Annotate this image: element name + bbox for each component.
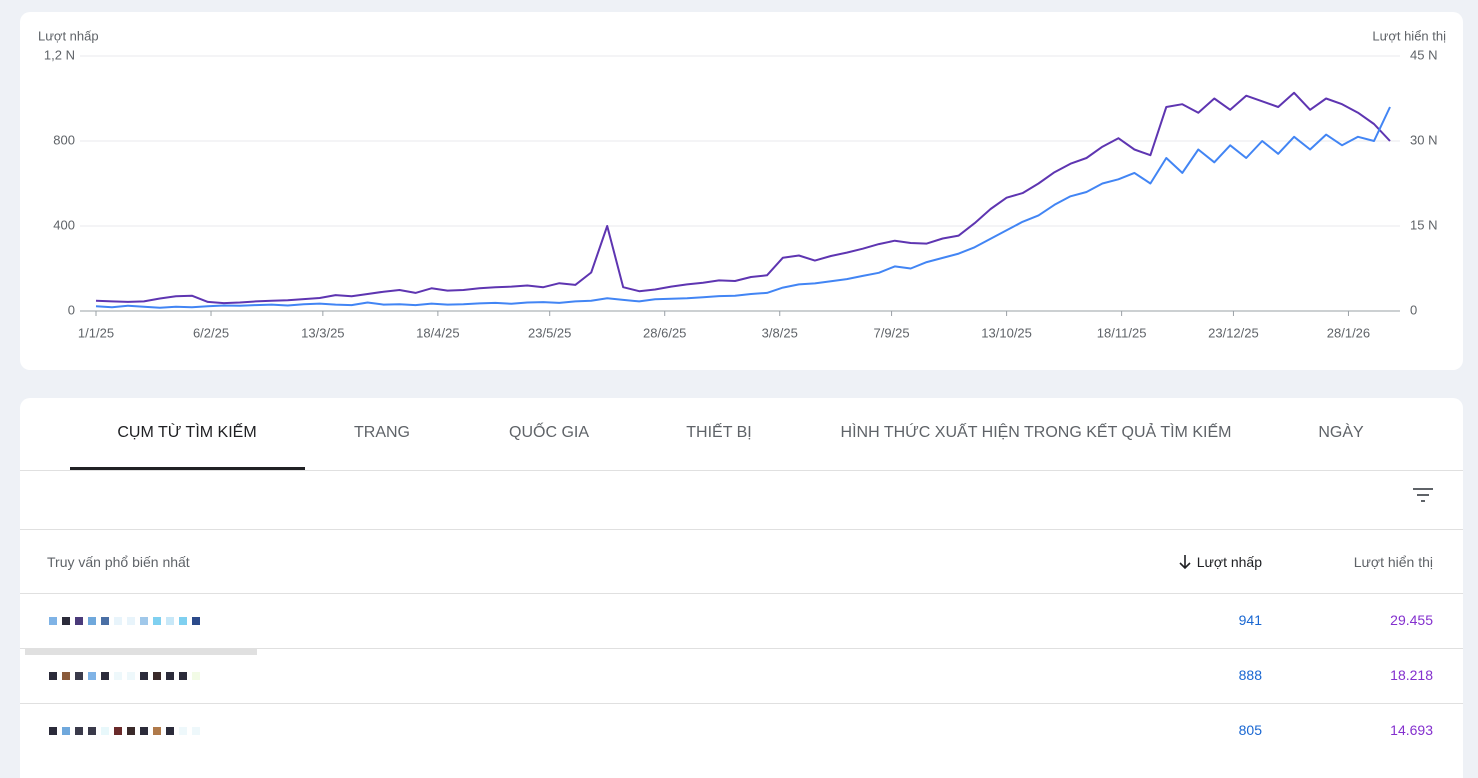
redacted-pixel xyxy=(140,727,148,735)
redacted-pixel xyxy=(62,672,70,680)
redacted-pixel xyxy=(153,672,161,680)
tab[interactable]: THIẾT BỊ xyxy=(686,424,752,441)
redacted-pixel xyxy=(166,672,174,680)
divider xyxy=(20,470,1463,471)
x-tick-label: 18/4/25 xyxy=(416,325,459,340)
x-tick-label: 1/1/25 xyxy=(78,325,114,340)
clicks-cell: 941 xyxy=(1238,612,1262,628)
series-line xyxy=(95,106,1391,309)
x-tick-label: 23/5/25 xyxy=(528,325,571,340)
divider xyxy=(20,648,1463,649)
left-tick-label: 800 xyxy=(53,132,75,147)
y2-axis-title: Lượt hiển thị xyxy=(1372,28,1446,43)
redacted-pixel xyxy=(114,617,122,625)
tab[interactable]: NGÀY xyxy=(1318,424,1364,441)
blur-artifact xyxy=(25,648,257,655)
impressions-cell: 18.218 xyxy=(1390,667,1433,683)
x-tick-label: 18/11/25 xyxy=(1097,325,1147,340)
filter-icon[interactable] xyxy=(1411,484,1435,508)
right-tick-label: 15 N xyxy=(1410,217,1437,232)
left-tick-label: 400 xyxy=(53,217,75,232)
redacted-pixel xyxy=(127,672,135,680)
clicks-cell: 888 xyxy=(1238,667,1262,683)
table-card xyxy=(20,398,1463,778)
redacted-pixel xyxy=(49,617,57,625)
redacted-pixel xyxy=(101,617,109,625)
column-header[interactable]: Lượt nhấp xyxy=(1196,554,1262,570)
impressions-cell: 29.455 xyxy=(1390,612,1433,628)
redacted-pixel xyxy=(101,727,109,735)
x-tick-label: 28/6/25 xyxy=(643,325,686,340)
left-tick-label: 0 xyxy=(68,302,75,317)
redacted-pixel xyxy=(101,672,109,680)
right-tick-label: 45 N xyxy=(1410,47,1437,62)
redacted-pixel xyxy=(179,727,187,735)
tab[interactable]: HÌNH THỨC XUẤT HIỆN TRONG KẾT QUẢ TÌM KI… xyxy=(840,424,1232,441)
divider xyxy=(20,529,1463,530)
x-tick-label: 23/12/25 xyxy=(1208,325,1259,340)
redacted-pixel xyxy=(75,617,83,625)
redacted-pixel xyxy=(75,727,83,735)
redacted-pixel xyxy=(140,672,148,680)
tab[interactable]: QUỐC GIA xyxy=(508,424,590,441)
tab[interactable]: CỤM TỪ TÌM KIẾM xyxy=(117,424,257,441)
x-tick-label: 6/2/25 xyxy=(193,325,229,340)
page: Lượt nhấp Lượt hiển thị 0 400 800 1,2 N 0 15 … xyxy=(20,12,1463,778)
redacted-pixel xyxy=(127,727,135,735)
redacted-pixel xyxy=(166,617,174,625)
right-tick-label: 0 xyxy=(1410,302,1417,317)
redacted-pixel xyxy=(62,727,70,735)
x-tick-label: 28/1/26 xyxy=(1327,325,1370,340)
redacted-pixel xyxy=(114,727,122,735)
redacted-pixel xyxy=(75,672,83,680)
redacted-pixel xyxy=(49,727,57,735)
redacted-pixel xyxy=(166,727,174,735)
tab[interactable]: TRANG xyxy=(354,424,410,441)
series-line xyxy=(95,91,1391,305)
redacted-pixel xyxy=(179,617,187,625)
redacted-pixel xyxy=(88,727,96,735)
redacted-pixel xyxy=(140,617,148,625)
redacted-pixel xyxy=(49,672,57,680)
redacted-pixel xyxy=(153,727,161,735)
chart: Lượt nhấp Lượt hiển thị 0 400 800 1,2 N 0 15 … xyxy=(38,28,1446,340)
sort-arrow xyxy=(1179,555,1191,570)
column-header[interactable]: Lượt hiển thị xyxy=(1353,554,1433,570)
redacted-pixel xyxy=(88,672,96,680)
redacted-pixel xyxy=(114,672,122,680)
impressions-cell: 14.693 xyxy=(1390,722,1433,738)
active-tab-indicator xyxy=(70,467,305,470)
redacted-pixel xyxy=(88,617,96,625)
redacted-pixel xyxy=(192,672,200,680)
chart-card xyxy=(20,12,1463,370)
x-tick-label: 13/10/25 xyxy=(981,325,1032,340)
right-tick-label: 30 N xyxy=(1410,132,1437,147)
redacted-pixel xyxy=(62,617,70,625)
redacted-pixel xyxy=(153,617,161,625)
clicks-cell: 805 xyxy=(1238,722,1262,738)
redacted-pixel xyxy=(192,617,200,625)
divider xyxy=(20,593,1463,594)
column-header[interactable]: Truy vấn phổ biến nhất xyxy=(47,554,190,570)
x-tick-label: 3/8/25 xyxy=(762,325,798,340)
redacted-pixel xyxy=(179,672,187,680)
left-tick-label: 1,2 N xyxy=(44,47,75,62)
divider xyxy=(20,703,1463,704)
redacted-pixel xyxy=(127,617,135,625)
redacted-pixel xyxy=(192,727,200,735)
x-tick-label: 7/9/25 xyxy=(873,325,909,340)
x-tick-label: 13/3/25 xyxy=(301,325,344,340)
y-axis-title: Lượt nhấp xyxy=(38,28,99,43)
